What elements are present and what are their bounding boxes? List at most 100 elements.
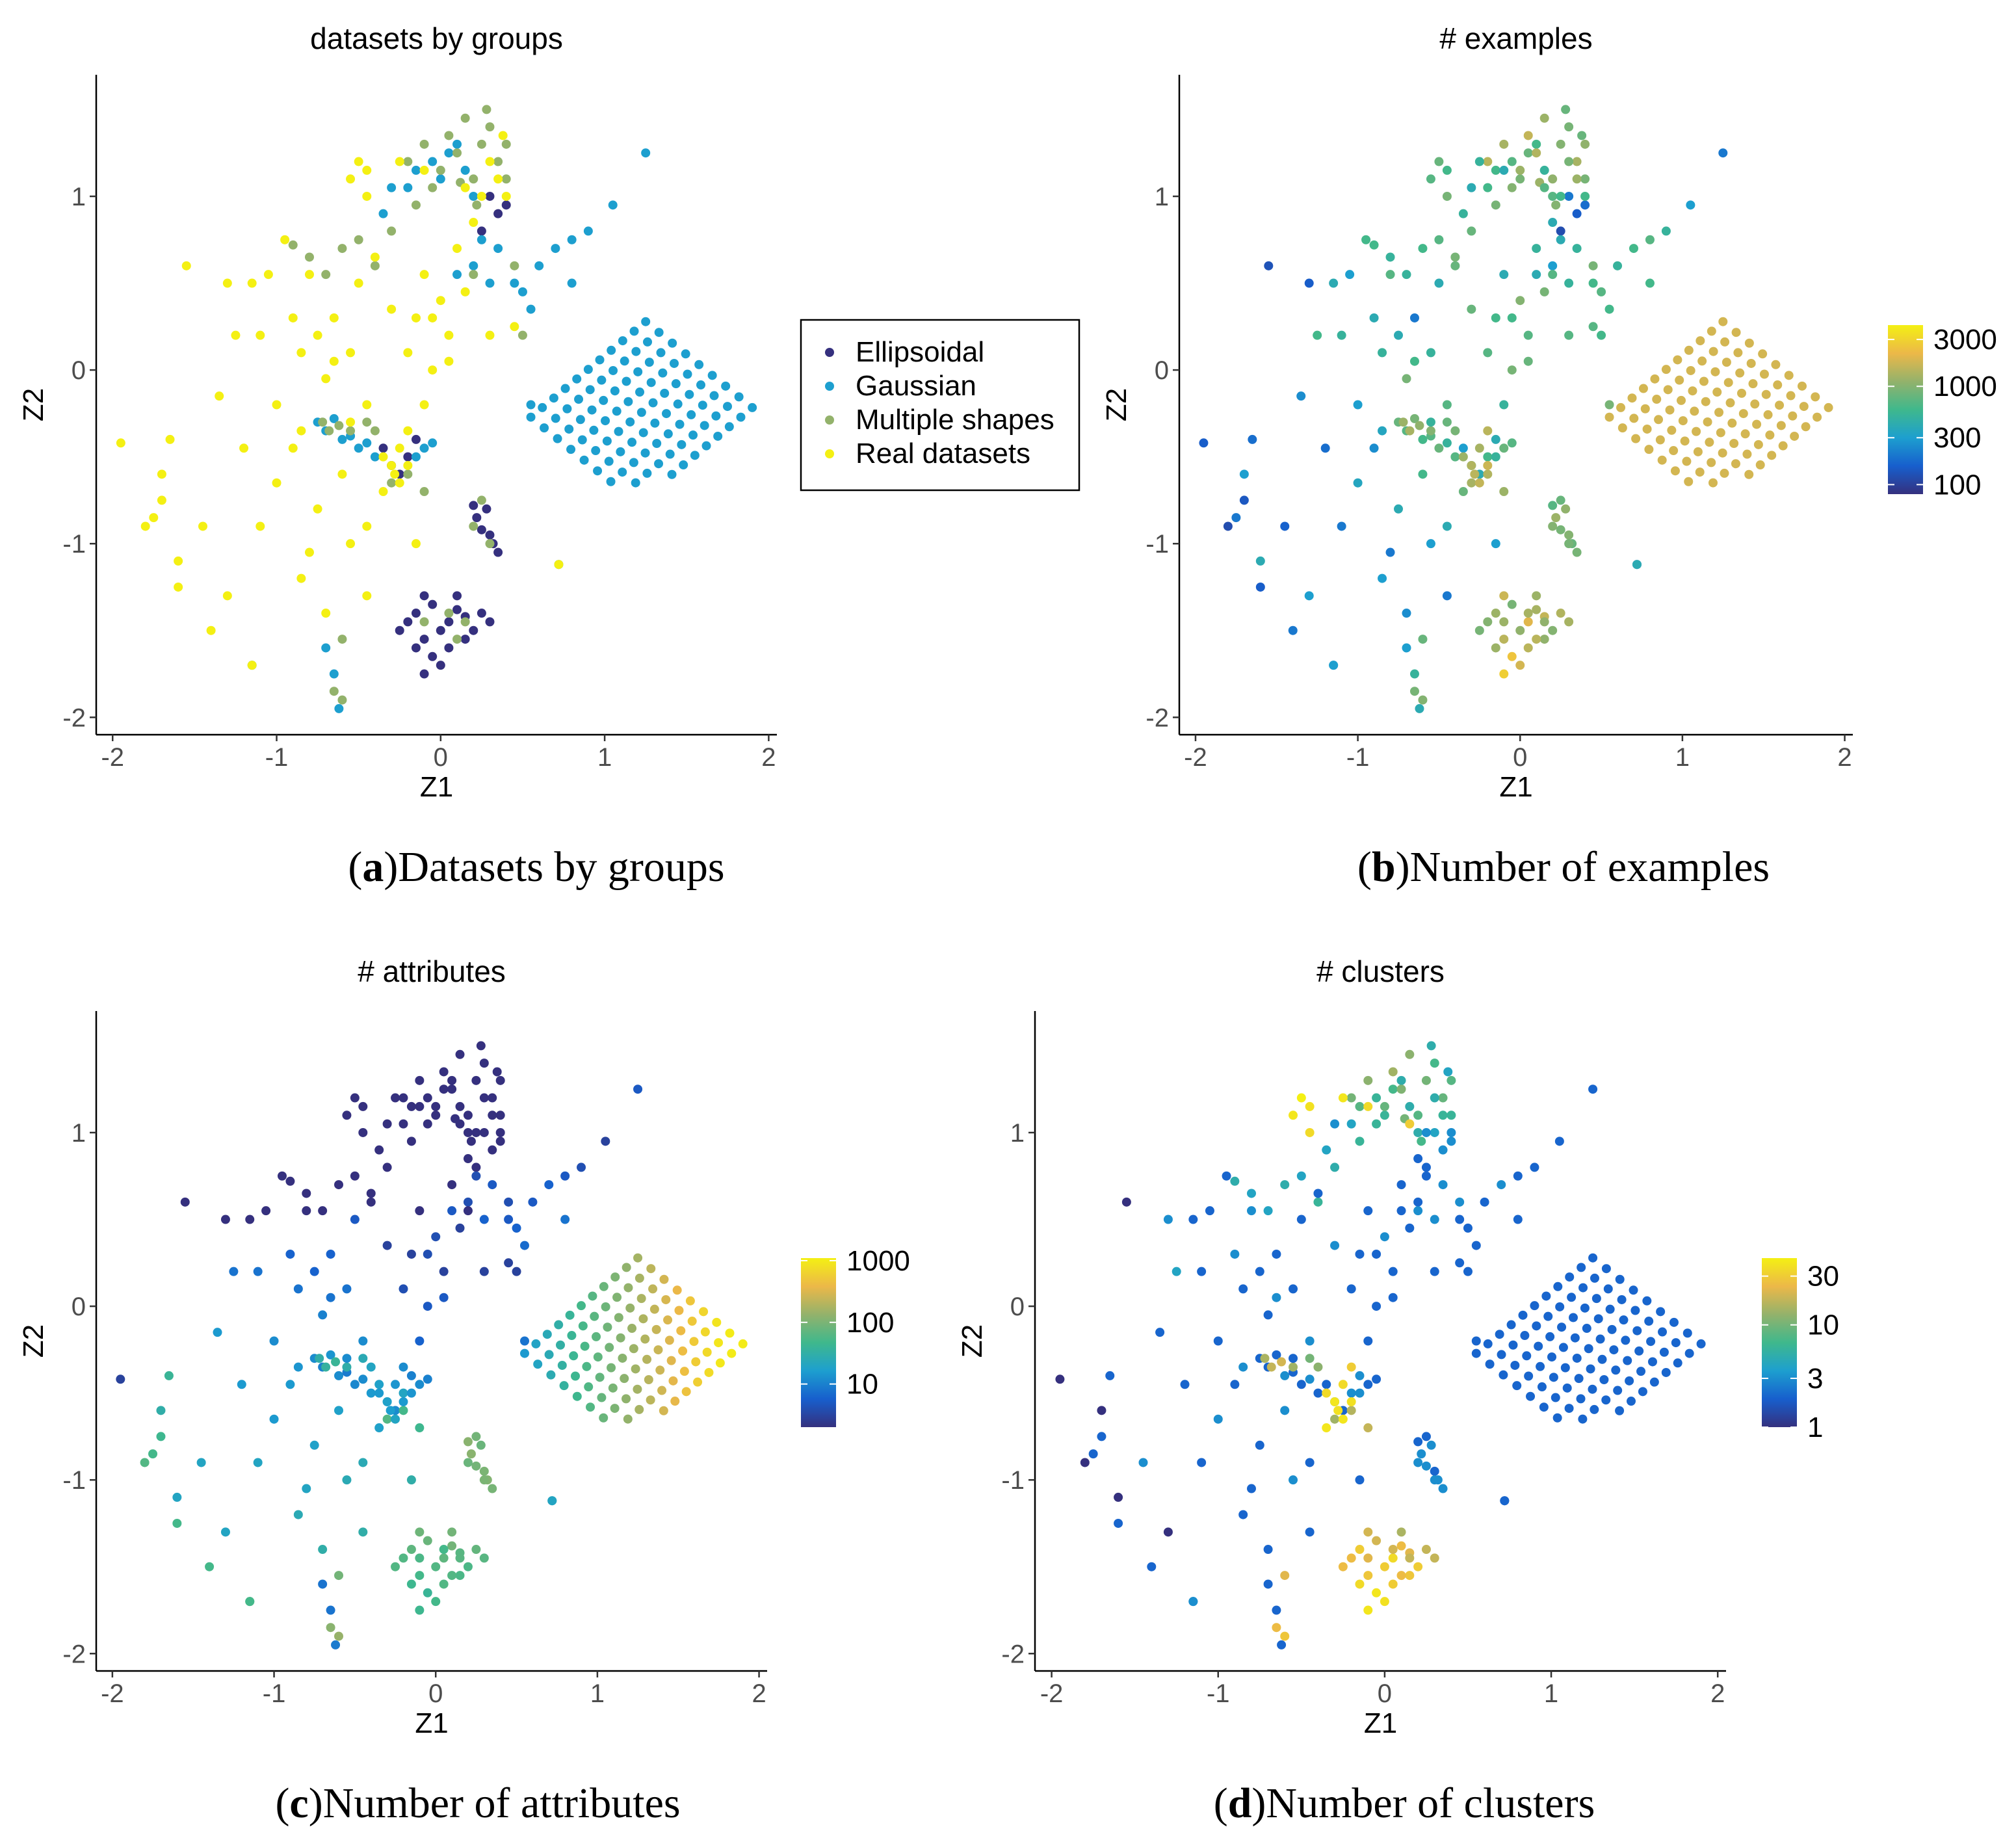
scatter-point [415, 1380, 425, 1389]
scatter-point [564, 424, 574, 434]
scatter-point [399, 1362, 408, 1372]
scatter-point [439, 1293, 449, 1302]
scatter-point [1640, 404, 1650, 414]
scatter-point [616, 447, 625, 456]
scatter-point [560, 384, 570, 393]
scatter-point [1330, 1397, 1340, 1406]
scatter-point [391, 1093, 400, 1103]
scatter-point [1609, 1345, 1619, 1355]
scatter-point [1638, 1387, 1647, 1397]
scatter-point [1556, 495, 1565, 505]
scatter-point [1607, 1324, 1617, 1334]
caption-text: Datasets by groups [398, 843, 724, 891]
scatter-point [1426, 426, 1435, 436]
scatter-point [1799, 402, 1809, 412]
scatter-point [1266, 1362, 1276, 1372]
scatter-point [1720, 468, 1729, 478]
scatter-point [362, 521, 372, 531]
scatter-point [1507, 183, 1517, 192]
scatter-point [313, 330, 322, 340]
scatter-point [419, 443, 429, 453]
scatter-point [296, 426, 306, 436]
scatter-point [1138, 1458, 1148, 1467]
scatter-point [1114, 1518, 1123, 1528]
scatter-point [700, 421, 709, 430]
scatter-point [1604, 412, 1614, 422]
scatter-point [595, 355, 605, 365]
scatter-point [1670, 466, 1680, 476]
scatter-point [1572, 547, 1582, 557]
scatter-point [1508, 1340, 1518, 1350]
scatter-point [1555, 1302, 1565, 1311]
scatter-point [656, 348, 666, 358]
scatter-point [1491, 539, 1500, 549]
scatter-point [403, 452, 413, 462]
scatter-point [663, 429, 673, 439]
scatter-point [452, 139, 462, 149]
scatter-point [676, 1326, 686, 1335]
scatter-point [1661, 226, 1671, 236]
scatter-point [342, 1111, 352, 1120]
scatter-point [1363, 1206, 1373, 1216]
scatter-point [1615, 1274, 1625, 1284]
scatter-point [734, 392, 744, 402]
scatter-point [1556, 525, 1565, 534]
scatter-point [477, 495, 486, 505]
scatter-point [1405, 1101, 1415, 1111]
scatter-point [748, 402, 757, 412]
scatter-point [1537, 1382, 1547, 1392]
scatter-point [419, 635, 429, 644]
scatter-point [1617, 423, 1627, 433]
scatter-point [722, 402, 732, 412]
scatter-point [403, 469, 413, 479]
scatter-point [512, 1267, 521, 1276]
scatter-point [469, 191, 478, 201]
scatter-point [1458, 452, 1468, 462]
scatter-point [406, 1101, 416, 1111]
scatter-point [583, 226, 593, 236]
scatter-point [1260, 1354, 1270, 1363]
scatter-point [1507, 157, 1517, 166]
scatter-point [1548, 218, 1558, 228]
scatter-point [471, 1545, 481, 1555]
scatter-point [382, 1414, 392, 1424]
scatter-point [544, 1350, 554, 1360]
scatter-point [140, 1458, 150, 1467]
scatter-point [477, 226, 486, 236]
scatter-point [358, 1336, 368, 1346]
scatter-point [1363, 1527, 1373, 1537]
scatter-point [1442, 591, 1452, 601]
scatter-point [452, 635, 462, 644]
scatter-point [685, 1296, 695, 1306]
scatter-point [419, 669, 429, 679]
scatter-point [1363, 1380, 1373, 1389]
scatter-point [1748, 379, 1758, 389]
y-tick-label: 0 [72, 1293, 86, 1321]
scatter-point [382, 1397, 392, 1406]
scatter-point [247, 278, 257, 288]
colorbar [1888, 325, 1923, 494]
scatter-point [1345, 270, 1355, 280]
scatter-point [685, 389, 694, 399]
scatter-point [577, 1301, 586, 1311]
scatter-point [1548, 261, 1558, 270]
scatter-point [482, 504, 491, 514]
scatter-point [572, 374, 582, 384]
scatter-point [350, 1380, 360, 1389]
scatter-point [1434, 157, 1444, 166]
scatter-point [1230, 1249, 1240, 1259]
scatter-point [493, 157, 503, 166]
scatter-point [1471, 1336, 1481, 1346]
scatter-point [560, 1171, 570, 1181]
scatter-point [406, 1545, 416, 1555]
scatter-point [1548, 270, 1558, 280]
x-tick-label: -2 [1040, 1679, 1064, 1708]
scatter-point [612, 1293, 622, 1302]
scatter-point [1499, 635, 1509, 644]
y-tick-label: 0 [1155, 356, 1169, 385]
scatter-point [1413, 1154, 1423, 1164]
scatter-point [428, 183, 438, 192]
scatter-point [1296, 391, 1306, 401]
scatter-point [395, 443, 404, 453]
scatter-point [318, 1206, 328, 1216]
